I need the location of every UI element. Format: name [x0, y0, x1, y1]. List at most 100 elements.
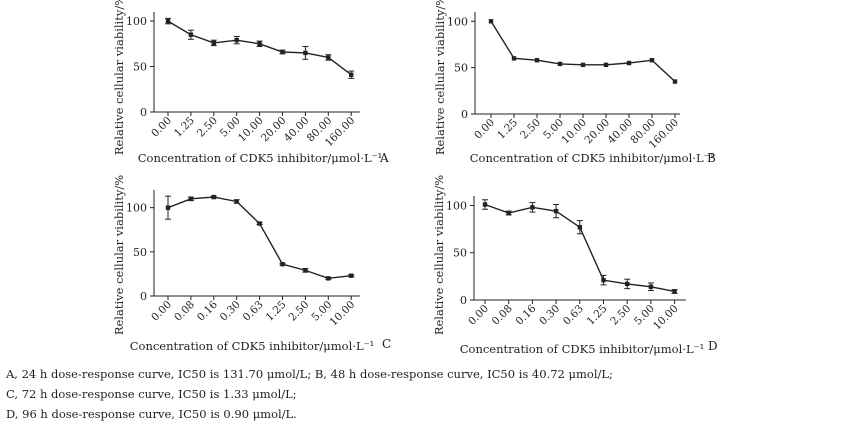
chart-panel-a: 0501000.001.252.505.0010.0020.0040.0080.…: [112, 0, 389, 165]
x-tick-label: 10.00: [236, 115, 266, 145]
y-tick-label: 50: [133, 246, 147, 259]
data-point: [648, 284, 654, 289]
x-tick-label: 2.50: [195, 115, 220, 140]
x-tick-label: 0.00: [466, 303, 491, 328]
x-axis-title: Concentration of CDK5 inhibitor/μmol·L⁻¹: [138, 151, 383, 165]
x-tick-label: 0.63: [241, 299, 266, 324]
data-point: [165, 18, 171, 24]
y-axis-title: Relative cellular viability/%: [112, 175, 126, 335]
data-point: [625, 281, 630, 287]
data-point: [488, 19, 494, 24]
data-point: [280, 262, 285, 267]
x-tick-label: 1.25: [585, 303, 610, 328]
data-point: [603, 62, 609, 68]
y-tick-label: 50: [453, 247, 467, 260]
data-point: [326, 276, 331, 281]
data-point: [349, 273, 354, 278]
caption-d: D, 96 h dose-response curve, IC50 is 0.9…: [6, 407, 297, 421]
panel-letter: C: [382, 337, 391, 351]
y-axis-title: Relative cellular viability/%: [112, 0, 126, 155]
series-line: [484, 203, 675, 293]
data-point: [188, 196, 194, 202]
panel-letter: B: [707, 151, 716, 165]
data-point: [511, 56, 517, 61]
x-tick-label: 0.00: [149, 299, 174, 324]
figure-caption: A, 24 h dose-response curve, IC50 is 131…: [6, 364, 838, 424]
x-tick-label: 20.00: [582, 117, 612, 147]
x-tick-label: 0.63: [561, 303, 586, 328]
y-axis-title: Relative cellular viability/%: [432, 175, 446, 335]
data-point: [257, 41, 262, 47]
x-tick-label: 0.30: [218, 299, 243, 324]
y-tick-label: 100: [126, 202, 147, 215]
data-point: [349, 72, 354, 77]
data-point: [530, 205, 535, 210]
data-point: [280, 49, 285, 55]
y-tick-label: 0: [140, 106, 147, 119]
x-tick-label: 0.16: [513, 302, 538, 327]
data-point: [557, 61, 563, 67]
data-point: [257, 221, 262, 226]
chart-panel-d: 0501000.000.080.160.300.631.252.505.0010…: [432, 175, 718, 356]
data-point: [626, 60, 632, 66]
data-point: [326, 55, 331, 60]
x-tick-label: 10.00: [559, 117, 589, 147]
x-tick-label: 0.08: [172, 299, 197, 324]
x-tick-label: 40.00: [605, 117, 635, 147]
data-point: [211, 40, 216, 46]
x-tick-label: 20.00: [259, 115, 289, 145]
x-tick-label: 10.00: [328, 299, 358, 329]
caption-c: C, 72 h dose-response curve, IC50 is 1.3…: [6, 387, 297, 401]
data-point: [188, 32, 194, 37]
x-tick-label: 0.00: [149, 115, 174, 140]
data-point: [649, 58, 655, 63]
data-point: [234, 37, 239, 43]
x-tick-label: 0.00: [472, 117, 497, 142]
x-tick-label: 2.50: [286, 299, 311, 324]
data-point: [577, 225, 582, 230]
x-tick-label: 2.50: [518, 117, 543, 142]
y-tick-label: 0: [140, 290, 147, 303]
x-tick-label: 0.08: [490, 303, 515, 328]
series-line: [167, 20, 352, 76]
data-point: [534, 58, 540, 63]
data-point: [211, 194, 216, 200]
data-point: [482, 202, 488, 207]
data-point: [506, 210, 511, 216]
data-point: [580, 62, 586, 68]
data-point: [234, 199, 239, 204]
data-point: [553, 208, 559, 214]
y-tick-label: 0: [461, 108, 468, 121]
y-axis-title: Relative cellular viability/%: [433, 0, 447, 155]
y-tick-label: 50: [454, 62, 468, 75]
y-tick-label: 100: [126, 15, 147, 28]
x-tick-label: 40.00: [282, 115, 312, 145]
data-point: [672, 79, 678, 84]
y-tick-label: 0: [460, 294, 467, 307]
x-tick-label: 0.30: [537, 303, 562, 328]
data-point: [303, 50, 308, 56]
x-axis-title: Concentration of CDK5 inhibitor/μmol·L⁻¹: [130, 339, 375, 353]
data-point: [601, 277, 606, 283]
data-point: [672, 289, 677, 294]
x-axis-title: Concentration of CDK5 inhibitor/μmol·L⁻¹: [460, 342, 705, 356]
y-tick-label: 50: [133, 61, 147, 74]
figure-panels: 0501000.001.252.505.0010.0020.0040.0080.…: [112, 0, 718, 356]
x-tick-label: 0.16: [195, 298, 220, 323]
x-tick-label: 10.00: [651, 303, 681, 333]
data-point: [303, 268, 308, 273]
panel-letter: A: [379, 151, 389, 165]
x-tick-label: 1.25: [264, 299, 289, 324]
x-tick-label: 2.50: [608, 303, 633, 328]
x-tick-label: 1.25: [495, 117, 520, 142]
panel-letter: D: [708, 339, 718, 353]
caption-a: A, 24 h dose-response curve, IC50 is 131…: [6, 367, 312, 381]
series-line: [167, 196, 352, 280]
x-tick-label: 1.25: [172, 115, 197, 140]
caption-b: B, 48 h dose-response curve, IC50 is 40.…: [314, 367, 613, 381]
data-point: [165, 205, 171, 210]
x-axis-title: Concentration of CDK5 inhibitor/μmol·L⁻¹: [470, 151, 715, 165]
y-tick-label: 100: [447, 15, 468, 28]
chart-panel-b: 0501000.001.252.505.0010.0020.0040.0080.…: [433, 0, 716, 165]
y-tick-label: 100: [446, 199, 467, 212]
